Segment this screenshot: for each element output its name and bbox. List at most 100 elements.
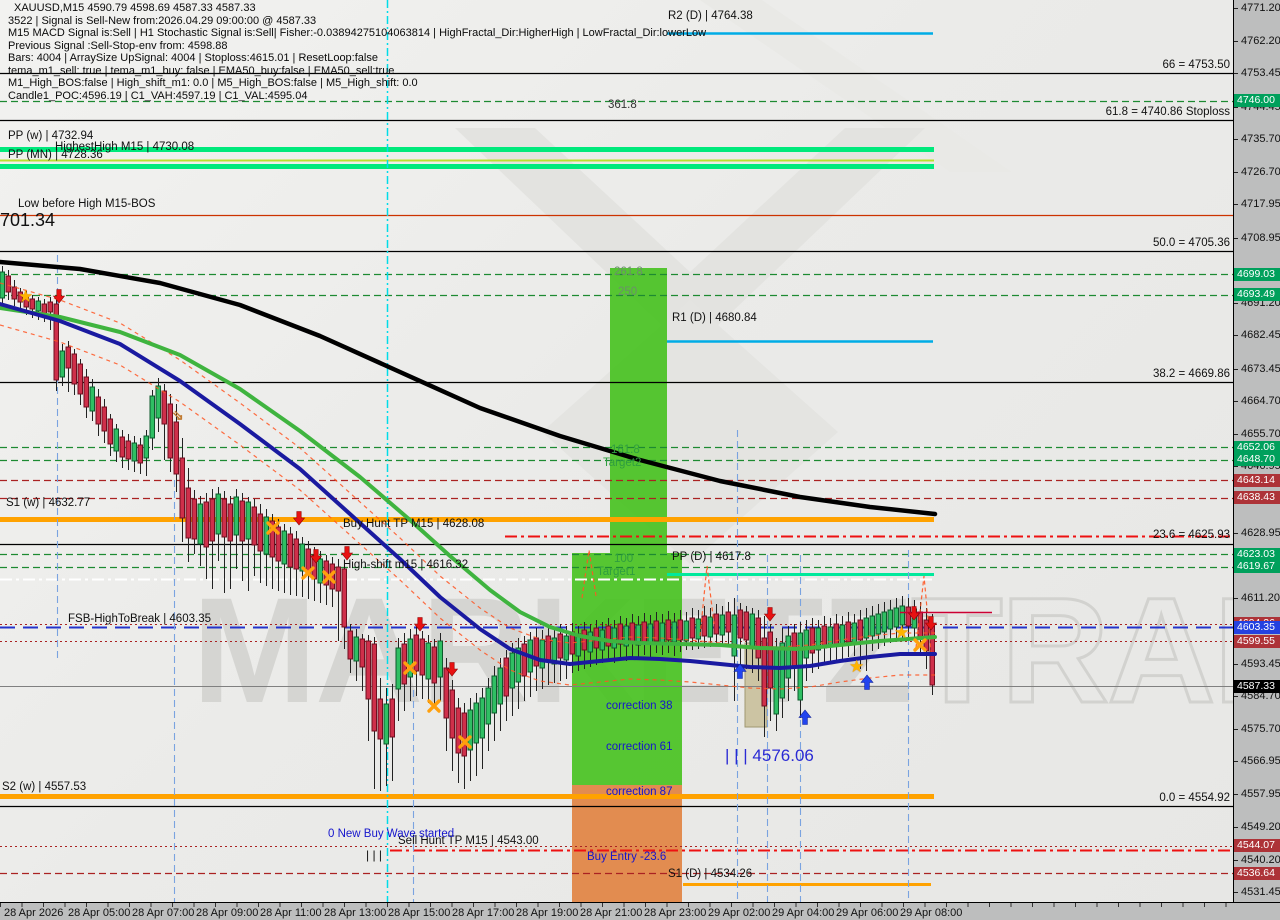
candle-bull xyxy=(881,611,887,633)
price-tick-label: 4584.70 xyxy=(1241,690,1280,702)
candle-bear xyxy=(503,657,509,697)
ma-long-black xyxy=(0,259,938,517)
price-tick xyxy=(1234,598,1238,599)
candle-bear xyxy=(23,294,29,308)
buy-arrow-icon xyxy=(798,709,812,725)
chart-canvas[interactable] xyxy=(0,0,1233,902)
envelope-spike xyxy=(699,565,715,637)
candle-bear xyxy=(335,566,341,592)
sell-arrow-icon xyxy=(292,511,306,526)
candle-bear xyxy=(377,698,383,740)
candle-bull xyxy=(0,271,5,299)
watermark-outline: TRADE xyxy=(910,566,1233,734)
candle-bear xyxy=(191,498,197,540)
star-marker-icon: ★ xyxy=(18,287,34,306)
candle-bear xyxy=(581,629,587,651)
price-tick-label: 4593.45 xyxy=(1241,658,1280,670)
candle-bull xyxy=(587,631,593,653)
sell-arrow-icon xyxy=(907,606,921,621)
info-line-7: Candle1_POC:4596.19 | C1_VAH:4597.19 | C… xyxy=(8,89,308,102)
candle-bull xyxy=(155,385,161,419)
price-tick-label: 4735.70 xyxy=(1241,133,1280,145)
price-tick-label: 4575.70 xyxy=(1241,723,1280,735)
ma-medium-green xyxy=(0,306,937,651)
candle-bear xyxy=(293,538,299,570)
price-tick xyxy=(1234,434,1238,435)
new-buy-wave-label: 0 New Buy Wave started xyxy=(328,828,455,840)
candle-bull xyxy=(263,516,269,555)
cross-marker-icon xyxy=(301,566,315,580)
candle-bear xyxy=(413,634,419,672)
time-axis-label: 28 Apr 23:00 xyxy=(644,907,707,919)
candle-bull xyxy=(395,647,401,690)
envelope-spike xyxy=(915,575,932,653)
price-tick-label: 4717.95 xyxy=(1241,198,1280,210)
price-tick xyxy=(1234,335,1238,336)
candle-bull xyxy=(59,350,65,378)
candle-bull xyxy=(383,703,389,745)
price-tick xyxy=(1234,204,1238,205)
candle-bear xyxy=(845,621,851,643)
candle-bear xyxy=(605,625,611,647)
price-axis[interactable]: 4771.20 4762.20 4753.45 4744.45 4735.70 4726.… xyxy=(1234,0,1280,902)
candle-bear xyxy=(809,627,815,654)
candle-bear xyxy=(257,513,263,552)
info-line-3: Previous Signal :Sell-Stop-env from: 459… xyxy=(8,39,228,52)
candle-bear xyxy=(713,613,719,635)
star-marker-icon: ★ xyxy=(894,623,910,642)
sell-arrow-icon xyxy=(413,617,427,632)
candle-bear xyxy=(755,617,761,659)
candle-bear xyxy=(65,346,71,369)
candle-bull xyxy=(425,642,431,680)
candle-bear xyxy=(227,503,233,542)
candle-bear xyxy=(347,630,353,660)
price-tag-4619.67: 4619.67 xyxy=(1234,560,1280,573)
candle-bull xyxy=(473,702,479,744)
r1-daily-label: R1 (D) | 4680.84 xyxy=(672,312,757,324)
time-axis-label: 28 Apr 11:00 xyxy=(260,907,322,919)
price-tick xyxy=(1234,8,1238,9)
candle-bull xyxy=(647,623,653,645)
candle-bull xyxy=(437,640,443,678)
time-axis-label: 28 Apr 07:00 xyxy=(132,907,195,919)
candle-bull xyxy=(635,624,641,646)
buy-wave-price-label: | | | 4576.06 xyxy=(725,746,814,765)
price-tick xyxy=(1234,761,1238,762)
candle-bear xyxy=(275,526,281,562)
cross-marker-icon xyxy=(427,699,441,713)
candle-bear xyxy=(641,621,647,643)
candle-bull xyxy=(407,638,413,678)
time-axis-label: 28 Apr 17:00 xyxy=(452,907,515,919)
pp-monthly-label: PP (MN) | 4728.36 xyxy=(8,149,103,161)
sell-arrow-icon xyxy=(309,549,323,564)
candle-bear xyxy=(11,286,17,300)
fib-618-label: 61.8 = 4740.86 Stoploss xyxy=(1105,106,1230,118)
candle-bull xyxy=(875,613,881,635)
candle-bear xyxy=(677,619,683,641)
candle-bear xyxy=(617,623,623,645)
price-tick-label: 4726.70 xyxy=(1241,166,1280,178)
candle-bear xyxy=(743,611,749,641)
time-axis[interactable]: 28 Apr 2026 28 Apr 05:00 28 Apr 07:00 28 Ap… xyxy=(0,902,1280,920)
candle-bear xyxy=(629,622,635,644)
info-line-1: 3522 | Signal is Sell-New from:2026.04.2… xyxy=(8,14,317,27)
price-tag-4746.00: 4746.00 xyxy=(1234,94,1280,107)
fib-50-label: 50.0 = 4705.36 xyxy=(1152,237,1230,249)
price-tick-label: 4753.45 xyxy=(1241,67,1280,79)
correction-61-label: correction 61 xyxy=(606,741,673,753)
candle-bear xyxy=(167,403,173,459)
candle-bear xyxy=(17,291,23,303)
price-tick-label: 4566.95 xyxy=(1241,755,1280,767)
s2-weekly-label: S2 (w) | 4557.53 xyxy=(2,781,87,793)
info-line-4: Bars: 4004 | ArraySize UpSignal: 4004 | … xyxy=(8,52,378,64)
price-tick-label: 4531.45 xyxy=(1241,886,1280,898)
candle-bull xyxy=(299,543,305,572)
price-tag-4699.03: 4699.03 xyxy=(1234,268,1280,281)
candle-bull xyxy=(353,636,359,662)
correction-87-label: correction 87 xyxy=(606,786,673,798)
price-tick-label: 4628.95 xyxy=(1241,527,1280,539)
candle-bear xyxy=(767,631,773,689)
price-tag-4599.55: 4599.55 xyxy=(1234,635,1280,648)
price-tick-label: 4762.20 xyxy=(1241,35,1280,47)
